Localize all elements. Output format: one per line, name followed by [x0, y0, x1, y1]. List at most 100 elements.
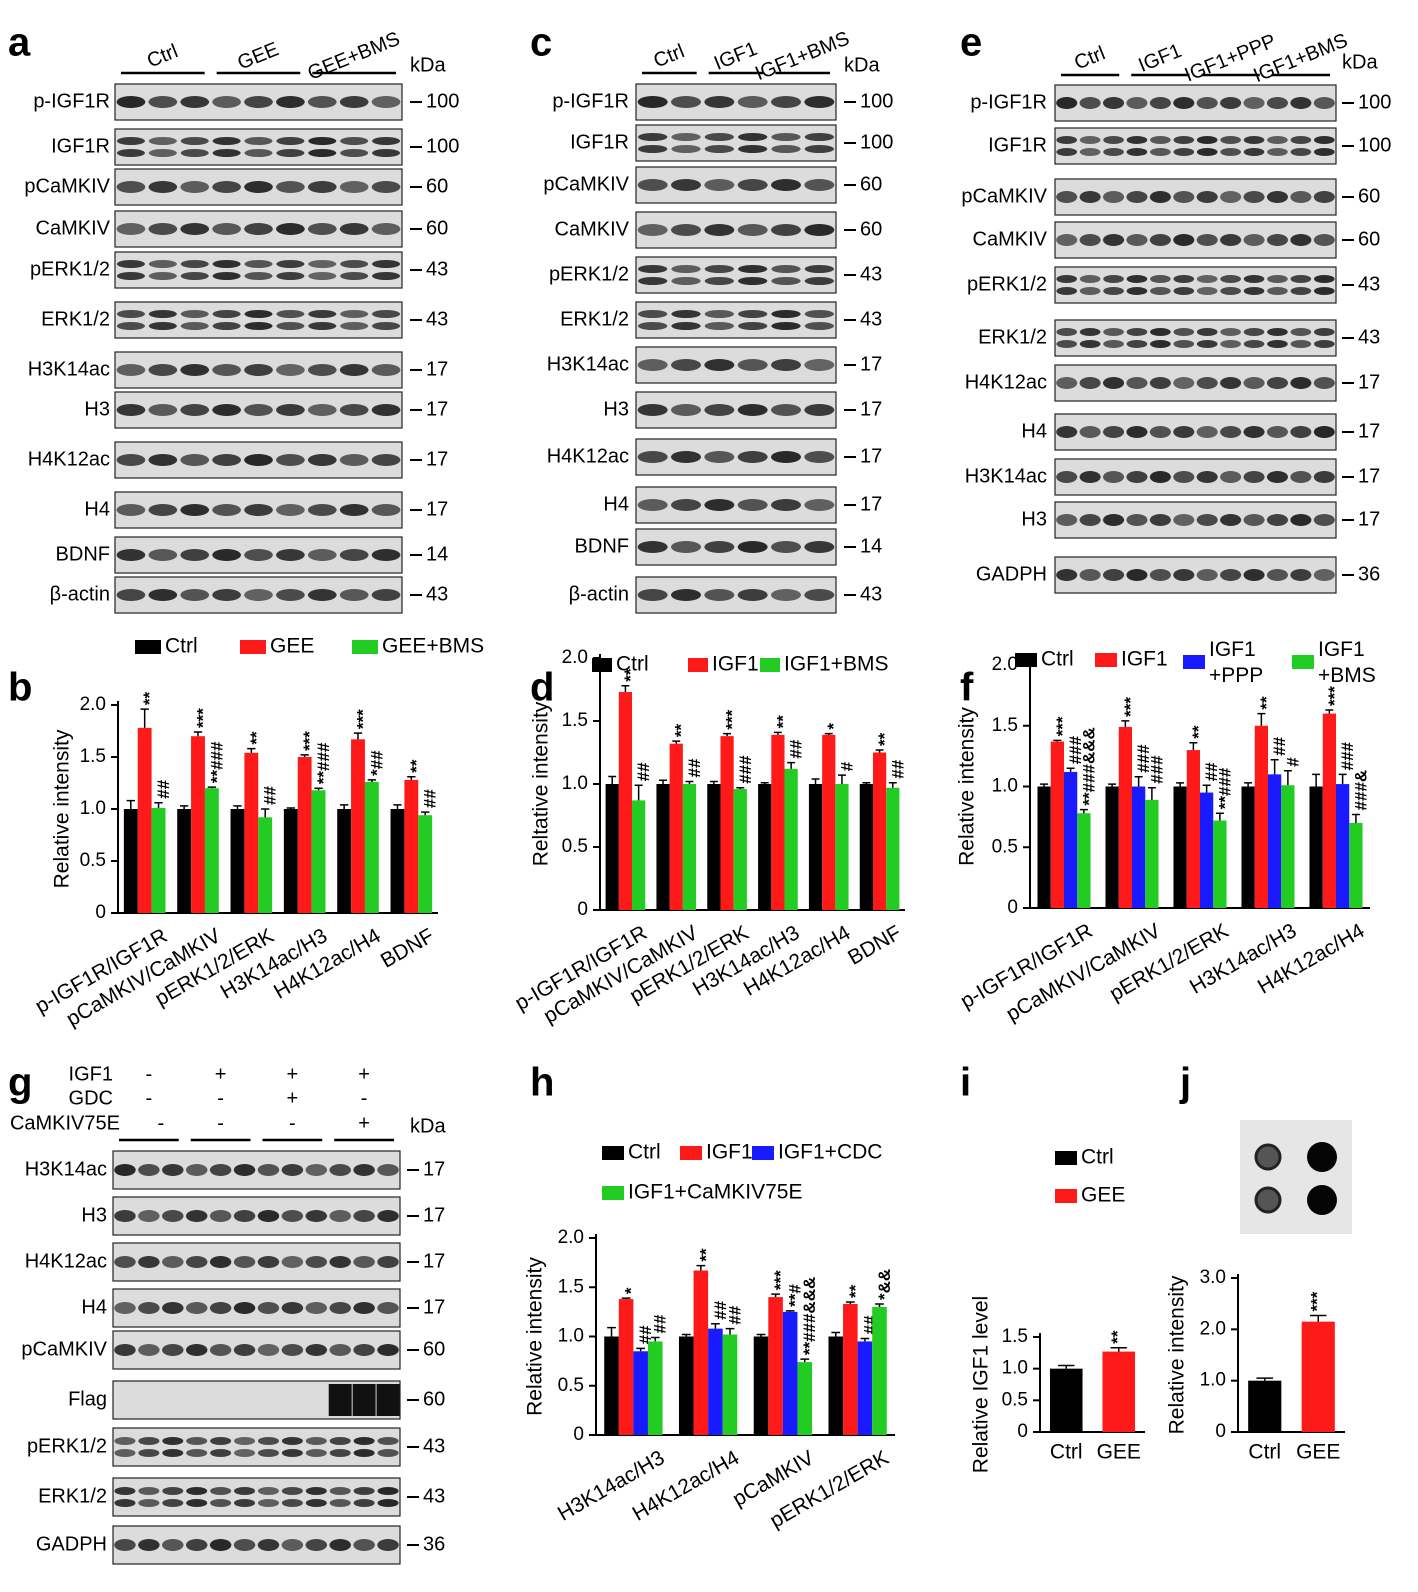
band — [804, 404, 835, 416]
y-tick-label: 1.5 — [562, 710, 588, 731]
bar — [647, 1341, 663, 1435]
error-bar — [1053, 739, 1062, 742]
row-label: pCaMKIV — [961, 185, 1047, 207]
band — [233, 1539, 256, 1551]
band — [116, 549, 146, 561]
band — [148, 181, 178, 193]
band — [116, 272, 145, 280]
band — [1243, 234, 1265, 246]
significance-label: * — [824, 723, 843, 730]
kda-marker: 36 — [1358, 563, 1380, 585]
band — [148, 149, 177, 157]
band — [1079, 287, 1101, 295]
row-label: β-actin — [50, 583, 110, 605]
band — [771, 133, 801, 141]
treatment-sign: + — [287, 1063, 299, 1085]
row-label: p-IGF1R — [33, 90, 110, 112]
band — [1079, 426, 1101, 438]
error-bar — [800, 1358, 810, 1363]
band — [257, 1449, 279, 1457]
band — [704, 499, 735, 511]
y-tick-label: 1.0 — [80, 798, 106, 819]
band — [340, 322, 369, 330]
band — [1220, 287, 1241, 295]
row-label: H4 — [84, 498, 110, 520]
error-bar — [672, 740, 681, 744]
bar — [1049, 1368, 1083, 1432]
band — [210, 1437, 232, 1445]
kda-marker: 17 — [860, 445, 882, 467]
significance-label: **### — [1215, 767, 1234, 809]
error-bar — [126, 799, 135, 809]
kda-marker: 43 — [426, 258, 448, 280]
band — [704, 322, 734, 330]
band — [1079, 377, 1101, 389]
significance-label: ## — [421, 789, 440, 808]
band — [804, 96, 835, 108]
legend-swatch — [602, 1186, 624, 1200]
bar — [857, 1341, 873, 1435]
band — [114, 1539, 136, 1551]
band — [1149, 471, 1171, 483]
error-bar — [1134, 776, 1143, 787]
band — [377, 1437, 399, 1445]
band — [377, 1302, 399, 1314]
band — [257, 1164, 280, 1176]
band — [804, 145, 834, 153]
row-label: IGF1R — [570, 131, 629, 153]
band — [1290, 287, 1312, 295]
significance-label: ## — [888, 759, 907, 778]
blot-strip — [1054, 266, 1337, 304]
band — [305, 1487, 327, 1495]
band — [738, 145, 768, 153]
treatment-sign: - — [146, 1063, 153, 1085]
band — [1173, 340, 1195, 348]
significance-label: *&& — [875, 1269, 894, 1300]
band — [1173, 148, 1195, 156]
band — [180, 549, 210, 561]
band — [1126, 136, 1148, 144]
band — [340, 260, 369, 268]
band — [637, 359, 668, 371]
error-bar — [696, 1264, 706, 1271]
band — [1196, 234, 1218, 246]
bar — [835, 784, 849, 910]
band — [1173, 275, 1195, 283]
band — [244, 310, 273, 318]
row-label: H4 — [603, 493, 629, 515]
band — [637, 96, 668, 108]
band — [281, 1256, 304, 1268]
legend-label: Ctrl — [1081, 1146, 1114, 1169]
band — [771, 179, 801, 191]
band — [637, 404, 668, 416]
kda-header: kDa — [410, 1115, 446, 1137]
band — [114, 1449, 136, 1457]
band — [704, 96, 735, 108]
significance-label: *** — [300, 731, 319, 751]
band — [1313, 569, 1335, 581]
panel-letter: a — [8, 21, 31, 65]
kda-marker: 17 — [423, 1204, 445, 1226]
significance-label: ## — [651, 1314, 670, 1333]
error-bar — [659, 779, 667, 784]
group-label: Ctrl — [1071, 42, 1108, 74]
kda-marker: 43 — [423, 1485, 445, 1507]
y-tick-label: 1.0 — [1002, 1358, 1028, 1379]
error-bar — [1176, 782, 1185, 787]
legend-swatch — [592, 658, 612, 672]
bar — [656, 784, 670, 910]
band — [148, 504, 178, 516]
band — [1266, 471, 1288, 483]
significance-label: ** — [846, 1284, 865, 1298]
band — [1150, 328, 1171, 336]
band — [372, 310, 401, 318]
band — [377, 1449, 399, 1457]
band — [377, 1499, 399, 1507]
band — [212, 454, 241, 466]
error-bar — [831, 1331, 841, 1337]
band — [1313, 471, 1335, 483]
error-bar — [314, 787, 323, 791]
bar — [1145, 799, 1159, 908]
band — [1149, 514, 1171, 526]
band — [1313, 97, 1335, 109]
